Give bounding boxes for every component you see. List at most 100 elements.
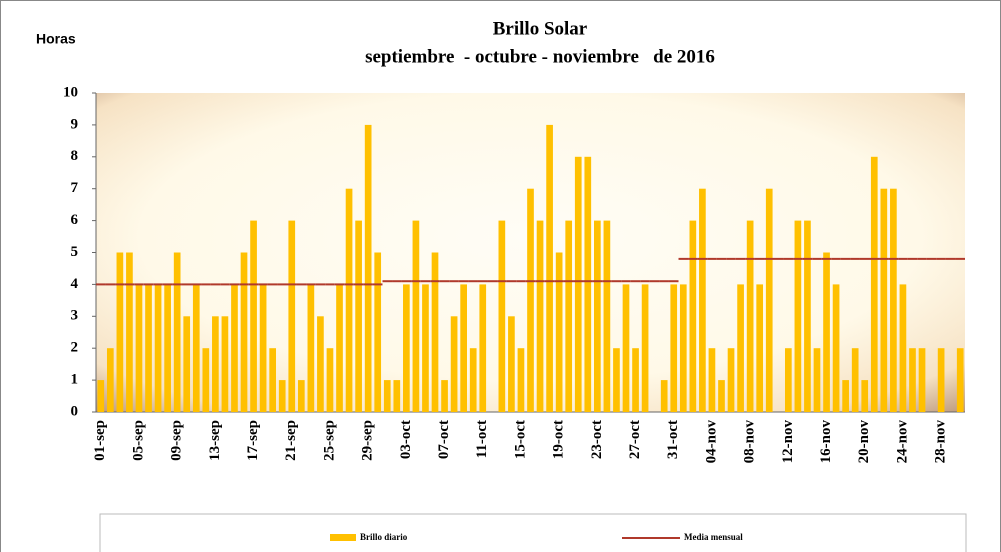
legend-swatch [330, 534, 356, 541]
bar [422, 284, 429, 412]
x-tick-label: 27-oct [627, 420, 643, 459]
bar [345, 188, 353, 412]
bar [508, 316, 515, 412]
bar [412, 220, 420, 412]
x-tick-label: 17-sep [245, 420, 261, 461]
x-tick-label: 05-sep [130, 420, 146, 461]
bar [517, 348, 525, 412]
bar [689, 220, 697, 412]
bar [479, 284, 487, 412]
x-tick-label: 13-sep [207, 420, 223, 461]
chart-subtitle: septiembre - octubre - noviembre de 2016 [365, 46, 715, 67]
legend-label: Media mensual [684, 532, 743, 542]
bar [737, 284, 744, 412]
bar [250, 220, 257, 412]
bar [641, 284, 649, 412]
y-tick-label: 1 [71, 372, 79, 388]
y-axis-label: Horas [36, 31, 76, 47]
bar [918, 348, 926, 412]
x-tick-label: 31-oct [665, 420, 681, 459]
bar [613, 348, 620, 412]
bar [355, 220, 362, 412]
bar [890, 188, 897, 412]
bar [450, 316, 458, 412]
x-tick-label: 11-oct [474, 420, 490, 458]
y-tick-label: 6 [71, 212, 79, 228]
bar [135, 284, 143, 412]
bar [164, 284, 171, 412]
chart-title: Brillo Solar [493, 18, 588, 39]
bar [288, 220, 296, 412]
bar [565, 220, 573, 412]
bar [278, 380, 286, 412]
bar [183, 316, 191, 412]
bar [555, 252, 563, 412]
plot: 0 1 2 3 4 5 6 7 8 9 10 01-sep 05-sep 09-sep 13-sep 17-s… [63, 84, 965, 542]
bar [622, 284, 630, 412]
bar [603, 220, 611, 412]
bar [699, 188, 706, 412]
bar [784, 348, 792, 412]
y-tick-label: 7 [71, 180, 79, 196]
bar [880, 188, 888, 412]
bar [956, 348, 964, 412]
bar [460, 284, 467, 412]
bar [899, 284, 907, 412]
bar [909, 348, 916, 412]
bar [727, 348, 735, 412]
x-tick-label: 19-oct [551, 420, 567, 459]
x-tick-label: 25-sep [321, 420, 337, 461]
bar [231, 284, 238, 412]
y-tick-label: 9 [71, 116, 79, 132]
bar [336, 284, 343, 412]
legend-label: Brillo diario [360, 532, 408, 542]
x-tick-label: 20-nov [856, 420, 872, 464]
bar [192, 284, 200, 412]
y-tick-label: 10 [63, 84, 78, 100]
bar [431, 252, 439, 412]
bar [832, 284, 840, 412]
bar [804, 220, 811, 412]
bar [861, 380, 869, 412]
x-tick-label: 12-nov [780, 420, 796, 464]
bar [718, 380, 725, 412]
bar [116, 252, 124, 412]
bar [469, 348, 477, 412]
x-tick-label: 23-oct [589, 420, 605, 459]
bar [317, 316, 324, 412]
legend [99, 513, 967, 552]
bar [145, 284, 152, 412]
bar [746, 220, 754, 412]
bar [594, 220, 601, 412]
bar [870, 156, 878, 412]
x-tick-label: 01-sep [92, 420, 108, 461]
x-tick-label: 29-sep [360, 420, 376, 461]
bar [842, 380, 849, 412]
bar [527, 188, 534, 412]
bar [708, 348, 716, 412]
bar [364, 124, 372, 413]
x-tick-label: 16-nov [818, 420, 834, 464]
bar [441, 380, 448, 412]
bar [813, 348, 821, 412]
bar [297, 380, 305, 412]
bar [937, 348, 945, 412]
bar [823, 252, 830, 412]
bar [212, 316, 219, 412]
y-tick-label: 8 [71, 148, 79, 164]
bar [154, 284, 162, 412]
bar [393, 380, 401, 412]
bar [126, 252, 133, 412]
bar [240, 252, 248, 412]
bar [574, 156, 582, 412]
x-tick-label: 15-oct [512, 420, 528, 459]
bar [765, 188, 773, 412]
bar [498, 220, 506, 412]
bar [202, 348, 210, 412]
bar [173, 252, 181, 412]
x-tick-label: 08-nov [742, 420, 758, 464]
bar [259, 284, 267, 412]
bar [632, 348, 639, 412]
bar [546, 124, 553, 413]
